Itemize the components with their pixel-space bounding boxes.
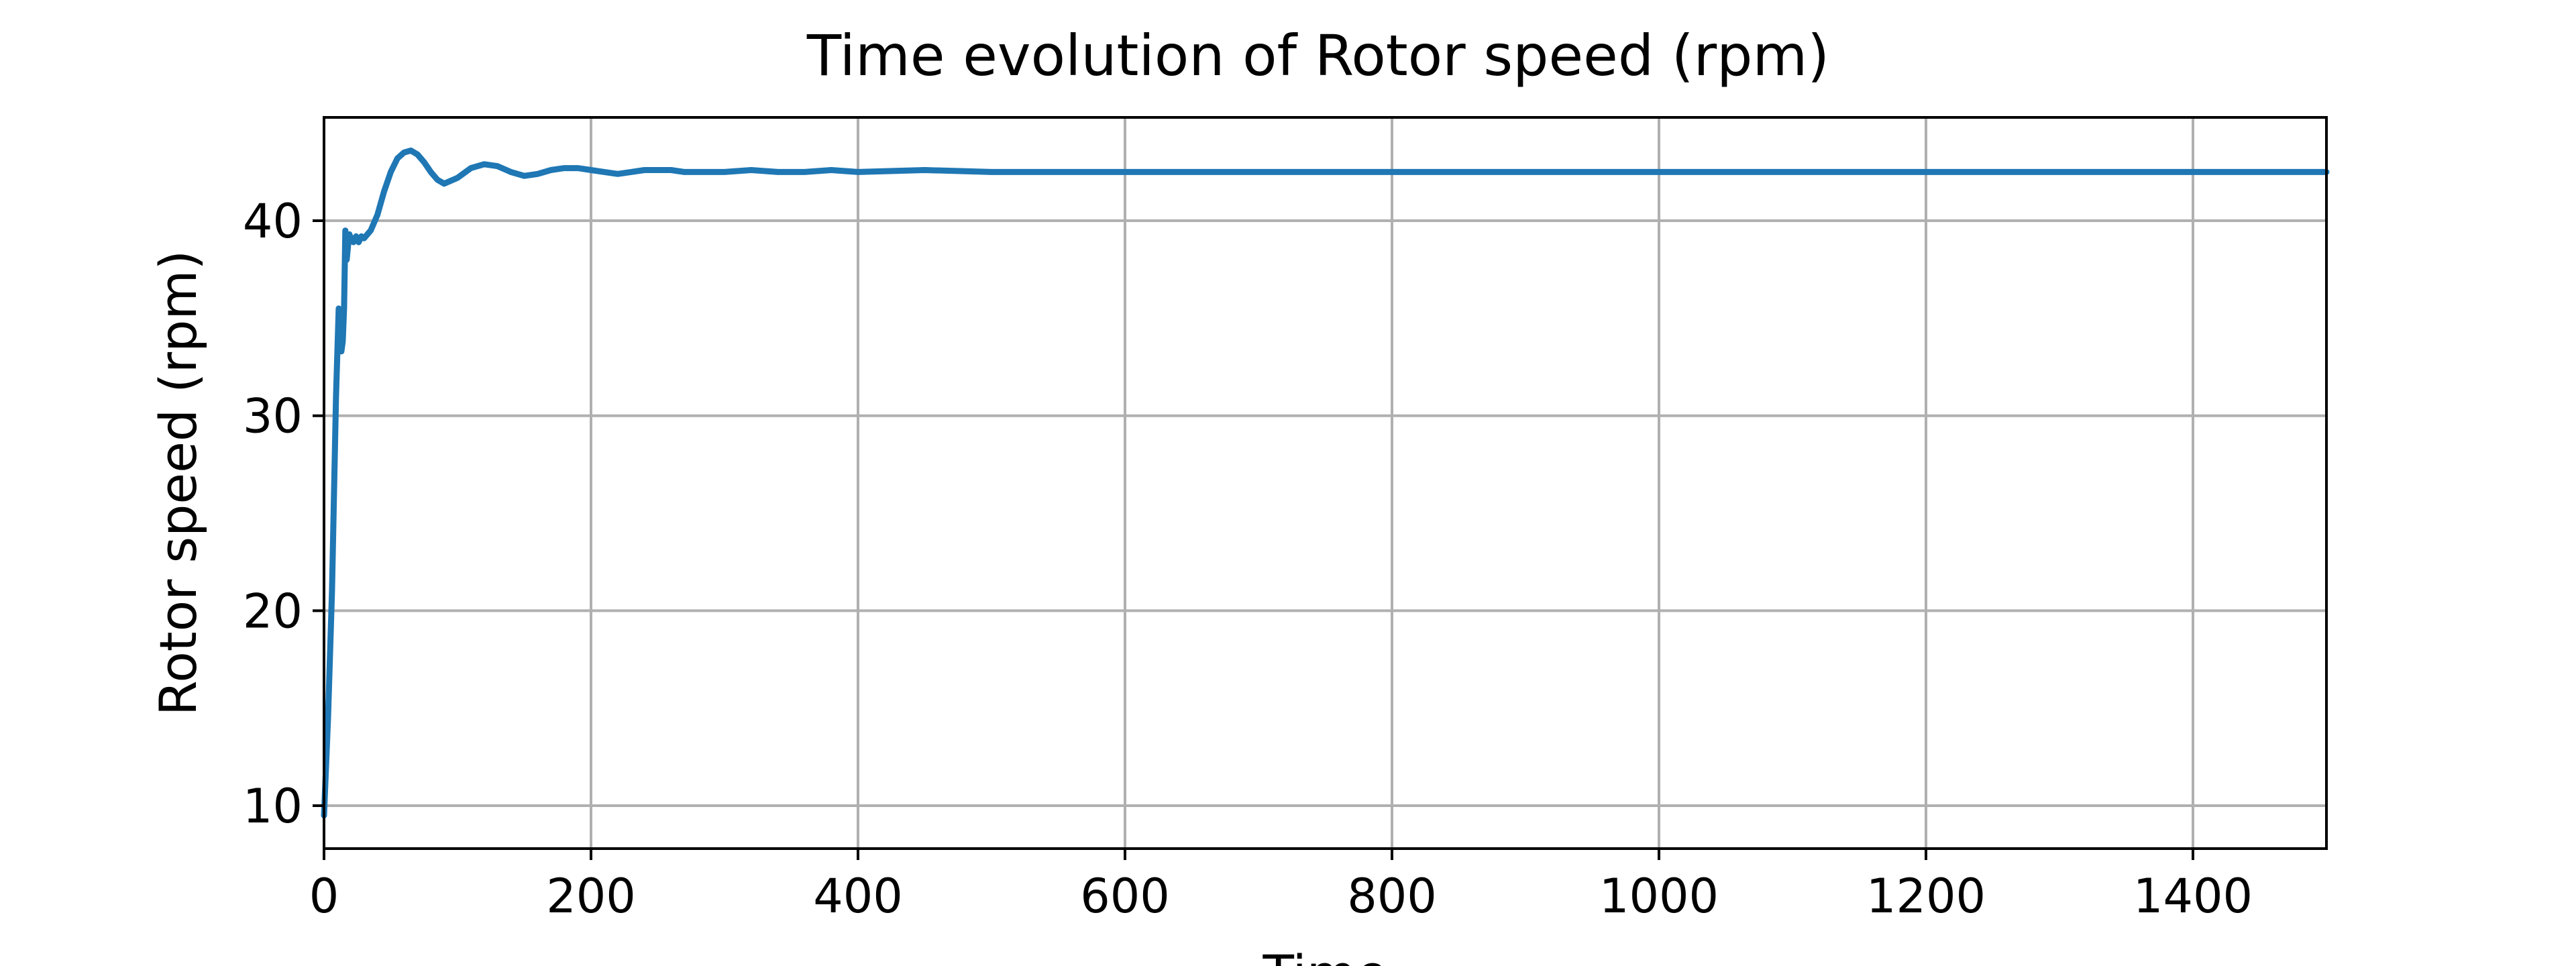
series-line-1 [321, 147, 2330, 819]
y-tick-label: 40 [243, 194, 303, 249]
x-axis-title: Time [1263, 944, 1388, 966]
ticks: 0 200 400 600 800 1000 1200 1400 10 20 30 40 [243, 194, 2253, 924]
x-tick-label: 400 [813, 869, 903, 924]
x-tick-label: 600 [1080, 869, 1170, 924]
x-tick-label: 1400 [2133, 869, 2253, 924]
y-tick-label: 10 [243, 779, 303, 834]
x-tick-label: 1200 [1866, 869, 1986, 924]
chart-title: Time evolution of Rotor speed (rpm) [806, 23, 1829, 89]
y-tick-label: 30 [243, 389, 303, 444]
y-axis-title: Rotor speed (rpm) [148, 250, 208, 716]
x-tick-label: 0 [309, 869, 339, 924]
x-tick-label: 800 [1347, 869, 1437, 924]
series-layer [321, 147, 2330, 819]
y-tick-label: 20 [243, 584, 303, 639]
plot-frame [323, 116, 2328, 850]
x-tick-label: 200 [546, 869, 636, 924]
x-tick-label: 1000 [1599, 869, 1719, 924]
grid [323, 117, 2326, 849]
